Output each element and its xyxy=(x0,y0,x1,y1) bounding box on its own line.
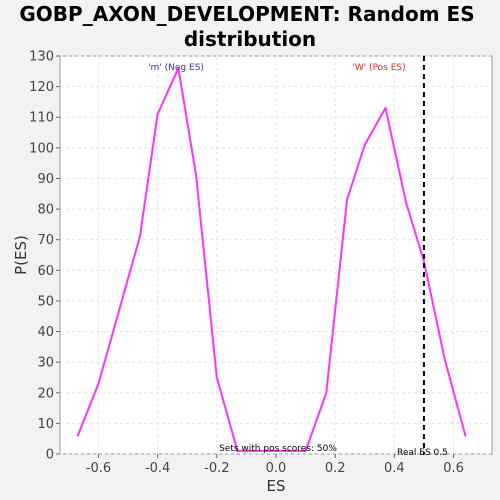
series-layer xyxy=(76,67,467,452)
chart-title-line-2: distribution xyxy=(184,27,316,51)
data-point xyxy=(215,376,218,379)
y-tick-label: 110 xyxy=(29,111,54,126)
data-point xyxy=(138,235,141,238)
x-tick-label: 0.2 xyxy=(325,461,346,476)
data-point xyxy=(118,309,121,312)
data-point xyxy=(97,382,100,385)
y-tick-label: 120 xyxy=(29,80,54,95)
x-axis-label: ES xyxy=(267,477,286,495)
x-tick-label: 0.0 xyxy=(266,461,287,476)
data-point xyxy=(304,449,307,452)
data-point xyxy=(363,143,366,146)
y-tick-label: 100 xyxy=(29,141,54,156)
axes-layer: 0 10 20 30 40 50 60 70 80 90 100 110 120 130 -0.6 -0.4 -… xyxy=(29,50,464,477)
pos-es-label: 'W' (Pos ES) xyxy=(352,63,405,73)
real-es-label: Real ES 0.5 xyxy=(397,448,448,458)
y-tick-label: 40 xyxy=(37,325,54,340)
y-tick-label: 10 xyxy=(37,417,54,432)
y-tick-label: 0 xyxy=(46,448,54,463)
y-axis-label: P(ES) xyxy=(12,235,30,275)
x-tick-label: -0.2 xyxy=(204,461,229,476)
data-point xyxy=(236,449,239,452)
annotation-layer: 'm' (Neg ES) 'W' (Pos ES) Sets with pos sc… xyxy=(148,56,448,458)
data-point xyxy=(405,201,408,204)
x-tick-label: 0.6 xyxy=(443,461,464,476)
y-tick-label: 90 xyxy=(37,172,54,187)
neg-es-label: 'm' (Neg ES) xyxy=(148,63,204,73)
data-point xyxy=(325,391,328,394)
y-tick-label: 30 xyxy=(37,356,54,371)
x-tick-label: -0.6 xyxy=(86,461,111,476)
data-point xyxy=(464,434,467,437)
y-tick-label: 60 xyxy=(37,264,54,279)
x-tick-label: 0.4 xyxy=(384,461,405,476)
chart-title-line-1: GOBP_AXON_DEVELOPMENT: Random ES xyxy=(19,2,474,26)
y-tick-label: 50 xyxy=(37,294,54,309)
data-point xyxy=(384,107,387,110)
data-point xyxy=(177,67,180,70)
y-tick-label: 130 xyxy=(29,50,54,65)
data-point xyxy=(422,260,425,263)
pos-scores-label: Sets with pos scores: 50% xyxy=(219,444,337,454)
series-line xyxy=(76,67,467,452)
data-point xyxy=(195,174,198,177)
y-tick-label: 70 xyxy=(37,233,54,248)
data-point xyxy=(76,434,79,437)
data-point xyxy=(346,198,349,201)
data-point xyxy=(156,113,159,116)
data-point xyxy=(443,358,446,361)
x-tick-label: -0.4 xyxy=(145,461,170,476)
y-tick-label: 80 xyxy=(37,203,54,218)
y-tick-label: 20 xyxy=(37,386,54,401)
grid-layer xyxy=(60,55,492,455)
